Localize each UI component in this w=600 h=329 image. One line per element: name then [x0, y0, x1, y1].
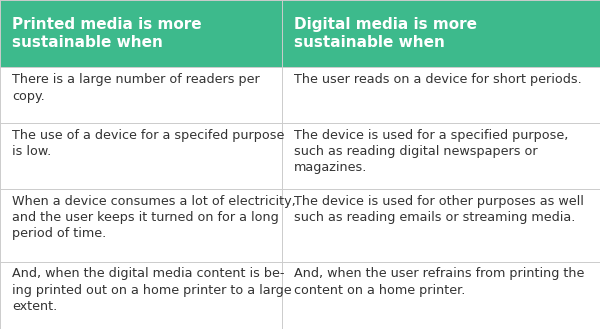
Text: And, when the digital media content is be-
ing printed out on a home printer to : And, when the digital media content is b…	[12, 267, 292, 313]
Text: There is a large number of readers per
copy.: There is a large number of readers per c…	[12, 73, 260, 103]
Bar	[282, 189, 600, 262]
Text: Digital media is more
sustainable when: Digital media is more sustainable when	[294, 17, 477, 50]
Text: When a device consumes a lot of electricity,
and the user keeps it turned on for: When a device consumes a lot of electric…	[12, 195, 296, 240]
Bar	[282, 0, 600, 67]
Bar	[0, 189, 282, 262]
Text: The device is used for a specified purpose,
such as reading digital newspapers o: The device is used for a specified purpo…	[294, 129, 568, 174]
Text: The device is used for other purposes as well
such as reading emails or streamin: The device is used for other purposes as…	[294, 195, 584, 224]
Bar	[0, 262, 282, 329]
Bar	[0, 0, 282, 67]
Bar	[282, 67, 600, 123]
Bar	[282, 262, 600, 329]
Bar	[282, 123, 600, 189]
Text: The use of a device for a specifed purpose
is low.: The use of a device for a specifed purpo…	[12, 129, 284, 158]
Text: And, when the user refrains from printing the
content on a home printer.: And, when the user refrains from printin…	[294, 267, 584, 297]
Text: Printed media is more
sustainable when: Printed media is more sustainable when	[12, 17, 202, 50]
Bar	[0, 67, 282, 123]
Text: The user reads on a device for short periods.: The user reads on a device for short per…	[294, 73, 582, 87]
Bar	[0, 123, 282, 189]
